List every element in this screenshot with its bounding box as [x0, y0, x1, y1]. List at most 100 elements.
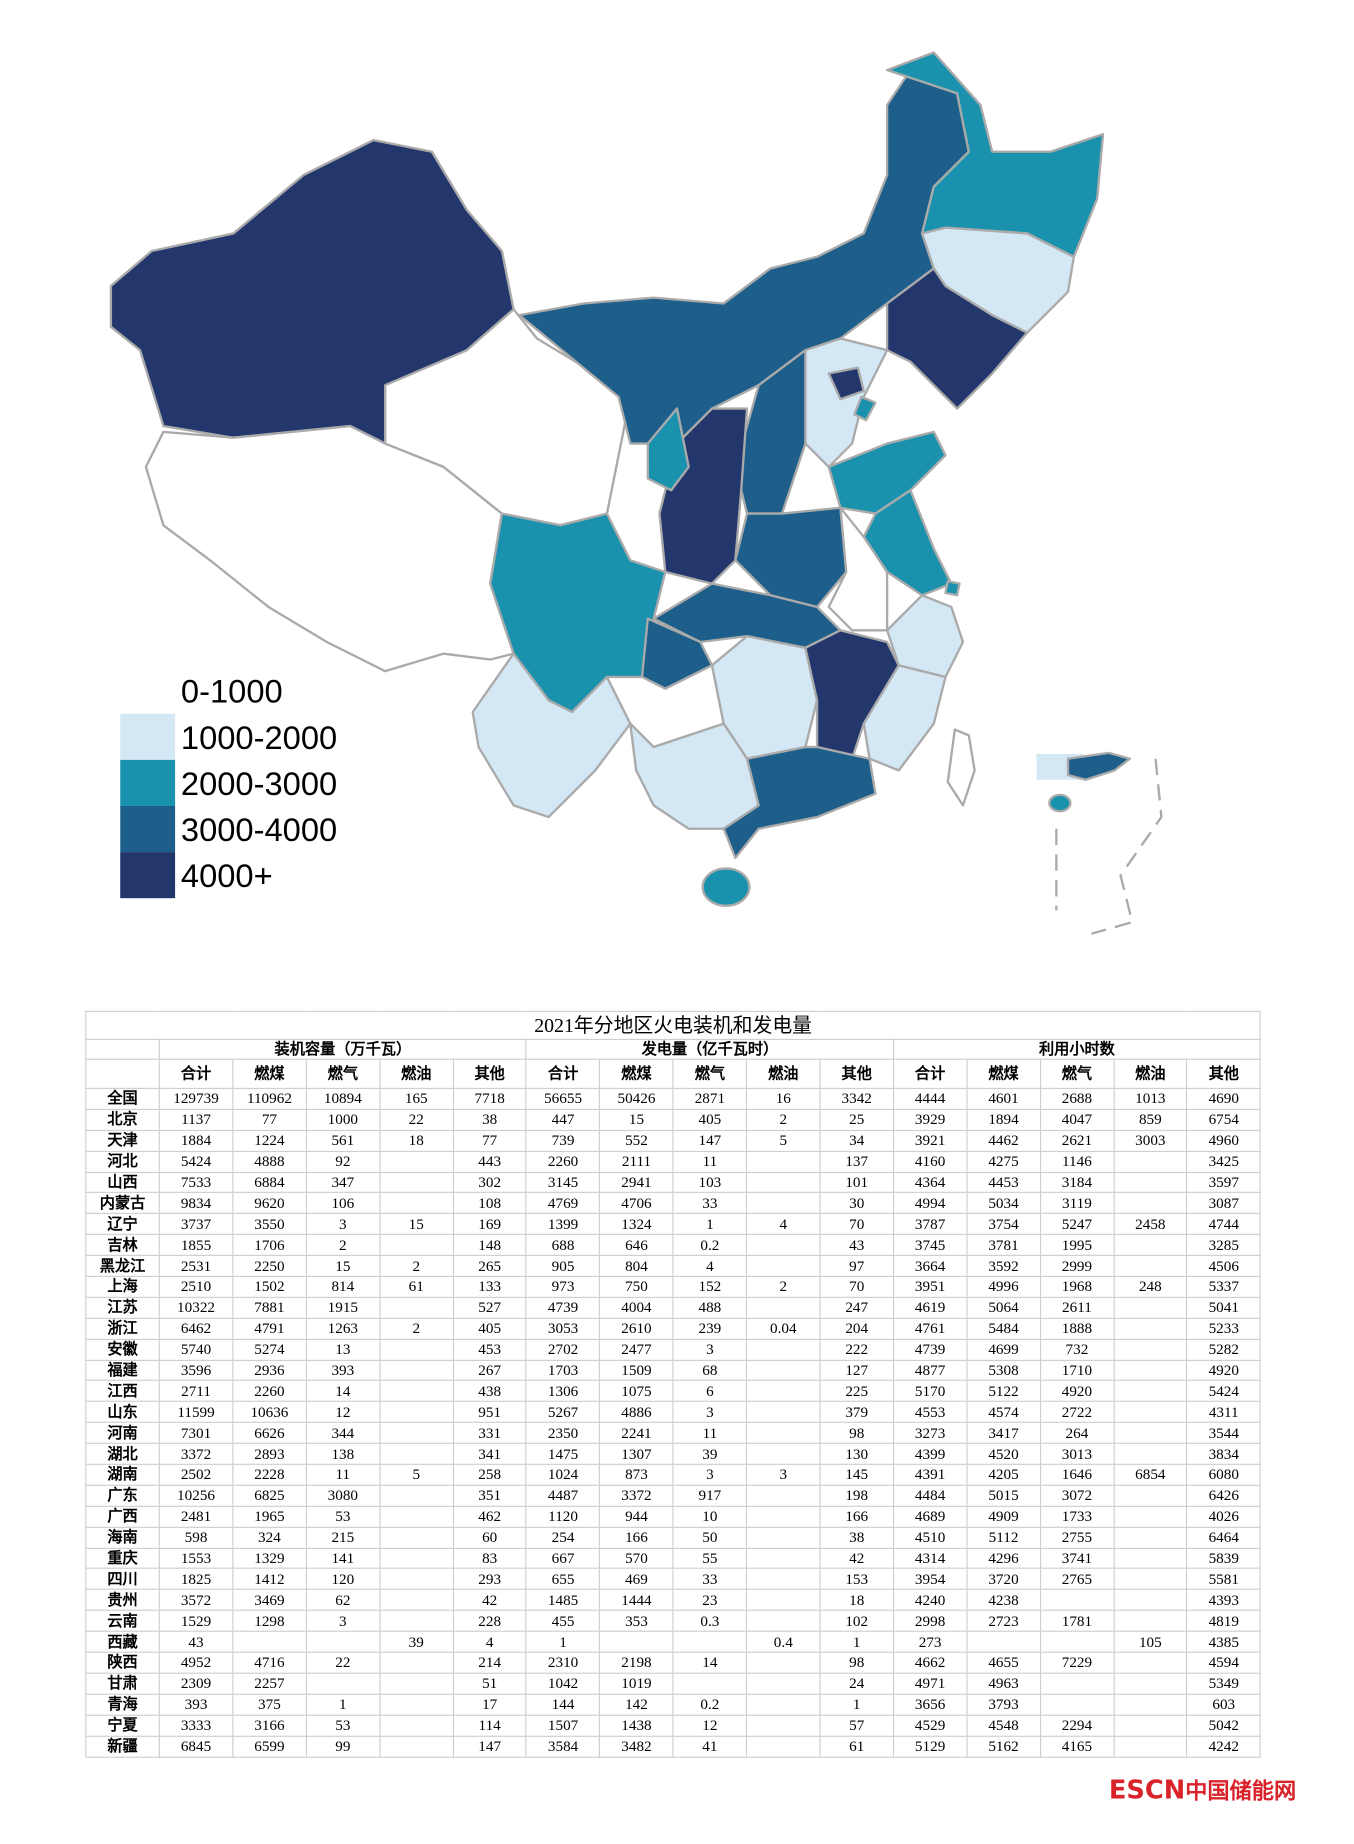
- table-cell: 102: [819, 1609, 894, 1632]
- table-cell: 11: [305, 1463, 381, 1486]
- table-cell: 77: [452, 1129, 527, 1152]
- table-cell: [378, 1735, 454, 1758]
- table-cell: 0.2: [672, 1234, 748, 1257]
- table-cell: [378, 1714, 454, 1737]
- table-cell: 2941: [599, 1171, 674, 1194]
- table-cell: 10256: [158, 1484, 234, 1507]
- table-cell: [746, 1296, 821, 1319]
- table-cell: 11: [672, 1150, 748, 1173]
- table-cell: 3584: [525, 1735, 601, 1758]
- table-cell: 5112: [966, 1526, 1041, 1549]
- table-cell: 3793: [966, 1693, 1041, 1716]
- group-header: 装机容量（万千瓦）: [158, 1038, 527, 1060]
- table-cell: 293: [452, 1568, 527, 1591]
- table-cell: 3737: [158, 1213, 234, 1236]
- table-row: 新疆 6845 6599 99 147 3584 3482 41 61 5129 5162 4165 4…: [85, 1735, 1262, 1758]
- legend-label: 0-1000: [181, 673, 283, 710]
- table-cell: 331: [452, 1421, 527, 1445]
- table-cell: 4699: [966, 1338, 1041, 1361]
- table-cell: 42: [819, 1547, 894, 1570]
- table-cell: [1113, 1735, 1188, 1758]
- table-cell: [378, 1401, 454, 1424]
- table-cell: 2999: [1039, 1254, 1115, 1277]
- column-header: 其他: [452, 1058, 527, 1090]
- table-cell: 148: [452, 1234, 527, 1257]
- table-cell: 2260: [525, 1150, 601, 1173]
- column-header: 其他: [819, 1058, 894, 1090]
- table-cell: [1113, 1484, 1188, 1507]
- table-cell: 77: [232, 1108, 307, 1131]
- table-cell: [305, 1630, 381, 1653]
- table-cell: 4909: [966, 1505, 1041, 1528]
- table-cell: 3080: [305, 1484, 381, 1507]
- table-cell: 6: [672, 1380, 748, 1403]
- table-row: 内蒙古 9834 9620 106 108 4769 4706 33 30 4994 5034 311…: [85, 1192, 1262, 1215]
- table-cell: 5267: [525, 1401, 601, 1424]
- region-name: 山东: [85, 1401, 160, 1424]
- table-cell: 4238: [966, 1589, 1041, 1612]
- table-cell: 60: [452, 1526, 527, 1549]
- table-cell: 2871: [672, 1087, 748, 1110]
- table-cell: 141: [305, 1547, 381, 1570]
- table-row: 四川 1825 1412 120 293 655 469 33 153 3954 3720 2765 5…: [85, 1568, 1262, 1591]
- region-name: 浙江: [85, 1317, 160, 1340]
- table-cell: 33: [672, 1192, 748, 1215]
- region-name: 西藏: [85, 1630, 160, 1653]
- table-cell: [746, 1651, 821, 1674]
- table-cell: 42: [452, 1589, 527, 1612]
- table-cell: 6426: [1186, 1484, 1262, 1507]
- table-cell: 1137: [158, 1108, 234, 1131]
- table-cell: 552: [599, 1129, 674, 1152]
- table-cell: 9834: [158, 1192, 234, 1215]
- table-cell: 1399: [525, 1213, 601, 1236]
- table-cell: 4004: [599, 1296, 674, 1319]
- table-cell: 1894: [966, 1108, 1041, 1131]
- table-cell: 5308: [966, 1359, 1041, 1382]
- table-cell: 4275: [966, 1150, 1041, 1173]
- table-cell: 4960: [1186, 1129, 1262, 1152]
- table-cell: 5015: [966, 1484, 1041, 1507]
- region-name: 上海: [85, 1275, 160, 1298]
- table-cell: 469: [599, 1568, 674, 1591]
- table-cell: [378, 1442, 454, 1465]
- table-cell: 1509: [599, 1359, 674, 1382]
- table-cell: 3550: [232, 1213, 307, 1236]
- region-name: 广西: [85, 1505, 160, 1528]
- region-name: 辽宁: [85, 1213, 160, 1236]
- table-row: 黑龙江 2531 2250 15 2 265 905 804 4 97 3664 3592 2999 45…: [85, 1254, 1262, 1277]
- table-cell: 9620: [232, 1192, 307, 1215]
- table-cell: [1039, 1672, 1115, 1695]
- table-cell: 33: [672, 1568, 748, 1591]
- table-cell: 3: [672, 1463, 748, 1486]
- table-cell: 4393: [1186, 1589, 1262, 1612]
- table-cell: 23: [672, 1589, 748, 1612]
- table-cell: 4739: [525, 1296, 601, 1319]
- table-row: 青海 393 375 1 17 144 142 0.2 1 3656 3793 603: [85, 1693, 1262, 1716]
- table-row: 吉林 1855 1706 2 148 688 646 0.2 43 3745 3781 1995 328…: [85, 1234, 1262, 1257]
- table-cell: [1113, 1234, 1188, 1257]
- table-cell: [746, 1150, 821, 1173]
- table-cell: 248: [1113, 1275, 1188, 1298]
- table-cell: 5064: [966, 1296, 1041, 1319]
- table-cell: 138: [305, 1442, 381, 1465]
- table-row: 重庆 1553 1329 141 83 667 570 55 42 4314 4296 3741 583…: [85, 1547, 1262, 1570]
- table-cell: 951: [452, 1401, 527, 1424]
- table-cell: 3834: [1186, 1442, 1262, 1465]
- table-cell: [966, 1630, 1041, 1653]
- table-cell: 5839: [1186, 1547, 1262, 1570]
- table-cell: 214: [452, 1651, 527, 1674]
- table-cell: 3003: [1113, 1129, 1188, 1152]
- table-cell: 393: [305, 1359, 381, 1382]
- table-cell: [746, 1735, 821, 1758]
- table-cell: 4026: [1186, 1505, 1262, 1528]
- table-cell: 2260: [232, 1380, 307, 1403]
- table-cell: 4314: [892, 1547, 968, 1570]
- table-cell: 2241: [599, 1421, 674, 1445]
- table-cell: 4160: [892, 1150, 968, 1173]
- table-cell: 3: [305, 1213, 381, 1236]
- table-cell: 4952: [158, 1651, 234, 1674]
- table-cell: [1113, 1609, 1188, 1632]
- table-cell: 2198: [599, 1651, 674, 1674]
- table-cell: [378, 1338, 454, 1361]
- table-cell: [1113, 1401, 1188, 1424]
